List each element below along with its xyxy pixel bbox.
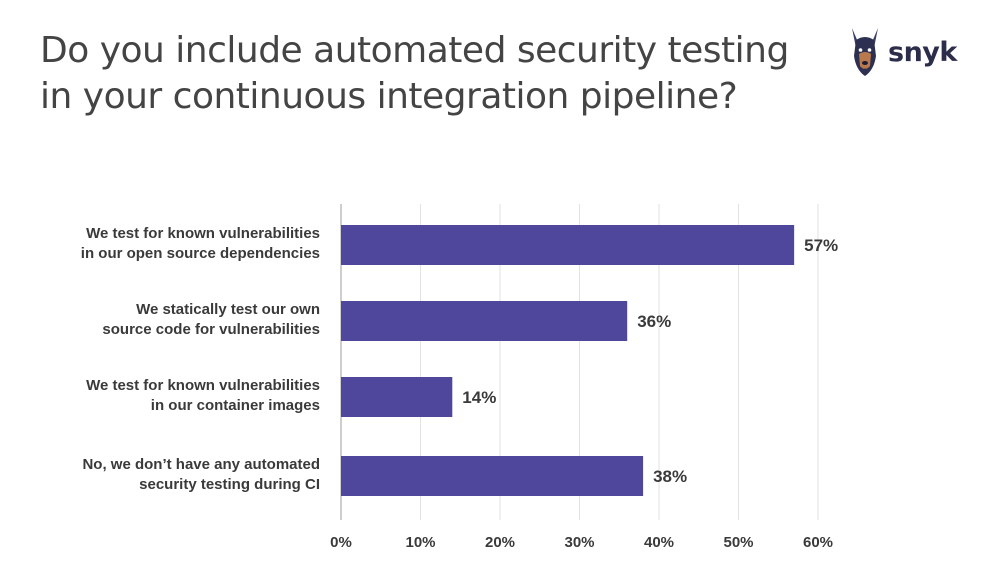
x-tick-label: 40% (644, 534, 674, 551)
bar (341, 225, 795, 265)
title-line-1: Do you include automated security testin… (40, 30, 789, 71)
x-tick-label: 50% (723, 534, 753, 551)
category-label-line: source code for vulnerabilities (102, 321, 320, 338)
category-label-line: We test for known vulnerabilities (86, 377, 320, 394)
category-label: No, we don’t have any automated security … (82, 456, 320, 493)
logo-text: snyk (888, 36, 957, 68)
x-tick-label: 60% (803, 534, 833, 551)
value-label: 57% (804, 236, 838, 255)
category-label-line: No, we don’t have any automated (82, 456, 320, 473)
category-label-line: in our open source dependencies (81, 245, 320, 262)
category-label: We statically test our own source code fo… (102, 301, 320, 338)
value-labels: 57% 36% 14% 38% (462, 236, 838, 486)
category-label-line: We test for known vulnerabilities (86, 225, 320, 242)
category-label: We test for known vulnerabilities in our … (86, 377, 320, 414)
category-label-line: security testing during CI (139, 476, 320, 493)
x-tick-label: 30% (564, 534, 594, 551)
value-label: 14% (462, 388, 496, 407)
bar (341, 377, 453, 417)
chart-title: Do you include automated security testin… (40, 28, 800, 120)
title-line-2: in your continuous integration pipeline? (40, 76, 738, 117)
bar (341, 301, 628, 341)
x-tick-label: 0% (330, 534, 352, 551)
x-tick-label: 20% (485, 534, 515, 551)
x-tick-labels: 0% 10% 20% 30% 40% 50% 60% (330, 534, 833, 551)
x-tick-label: 10% (405, 534, 435, 551)
category-label-line: We statically test our own (136, 301, 320, 318)
doberman-dog-icon (852, 28, 878, 76)
value-label: 36% (637, 312, 671, 331)
bars (341, 225, 795, 496)
value-label: 38% (653, 467, 687, 486)
bar (341, 456, 644, 496)
snyk-logo: snyk (848, 26, 958, 78)
category-label: We test for known vulnerabilities in our … (81, 225, 320, 262)
category-labels: We test for known vulnerabilities in our … (81, 225, 320, 493)
category-label-line: in our container images (151, 397, 320, 414)
